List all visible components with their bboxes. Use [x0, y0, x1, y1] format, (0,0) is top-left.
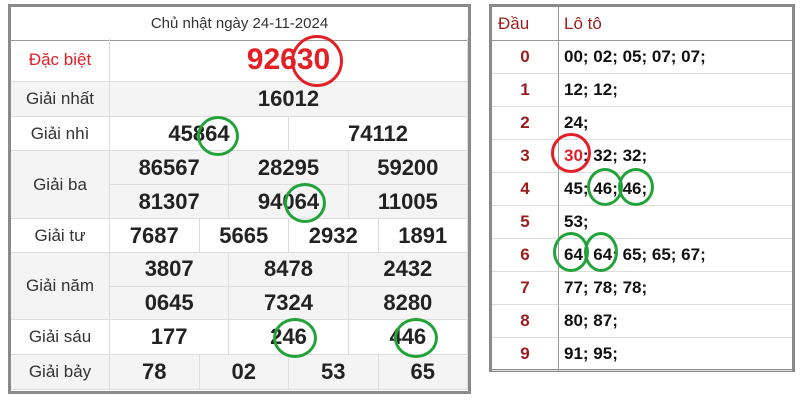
loto-cell: 30; 32; 32; — [559, 140, 792, 173]
prize-number: 2432 — [348, 253, 468, 287]
dau-cell: 8 — [492, 305, 559, 338]
highlight-circle — [394, 318, 438, 358]
prize-number: 81307 — [110, 185, 230, 219]
loto-cell: 00; 02; 05; 07; 07; — [559, 41, 792, 74]
loto-cell: 77; 78; 78; — [559, 272, 792, 305]
prize-number: 65 — [378, 355, 468, 390]
prize-number: 8280 — [348, 286, 468, 320]
dau-cell: 7 — [492, 272, 559, 305]
loto-cell: 91; 95; — [559, 338, 792, 371]
prize-number: 5665 — [199, 219, 289, 253]
dau-cell: 9 — [492, 338, 559, 371]
prize-number: 16012 — [110, 82, 468, 117]
prize-number: 177 — [110, 320, 230, 355]
prize-label: Giải tư — [11, 219, 110, 253]
loto-cell: 80; 87; — [559, 305, 792, 338]
loto-red-circle — [551, 133, 591, 173]
prize-label: Đặc biệt — [11, 38, 110, 82]
dau-cell: 4 — [492, 173, 559, 206]
dau-cell: 2 — [492, 107, 559, 140]
prize-number: 1891 — [378, 219, 468, 253]
prize-label: Giải sáu — [11, 320, 110, 355]
prize-number: 86567 — [110, 151, 230, 185]
special-tail-circle — [291, 35, 343, 87]
prize-number: 74112 — [289, 117, 468, 151]
dau-header: Đầu — [492, 7, 559, 41]
prize-label: Giải bảy — [11, 355, 110, 390]
prize-number: 92630 — [110, 38, 468, 82]
dau-cell: 0 — [492, 41, 559, 74]
prize-number: 02 — [199, 355, 289, 390]
prize-number: 28295 — [229, 151, 349, 185]
prize-number: 8478 — [229, 253, 349, 287]
prize-number: 0645 — [110, 286, 230, 320]
prize-label: Giải nhất — [11, 82, 110, 117]
loto-cell: 53; — [559, 206, 792, 239]
loto-header: Lô tô — [559, 7, 792, 41]
prize-number: 7324 — [229, 286, 349, 320]
dau-cell: 3 — [492, 140, 559, 173]
highlight-circle — [284, 183, 326, 223]
prize-label: Giải năm — [11, 253, 110, 320]
prize-number: 11005 — [348, 185, 468, 219]
highlight-circle — [197, 116, 239, 156]
loto-cell: 24; — [559, 107, 792, 140]
results-date-title: Chủ nhật ngày 24-11-2024 — [11, 7, 468, 41]
dau-cell: 6 — [492, 239, 559, 272]
prize-number: 78 — [110, 355, 200, 390]
prize-number: 3807 — [110, 253, 230, 287]
loto-green-circle — [618, 168, 654, 206]
loto-values: ; 32; 32; — [582, 146, 648, 165]
prize-label: Giải nhì — [11, 117, 110, 151]
prize-number: 53 — [289, 355, 379, 390]
prize-label: Giải ba — [11, 151, 110, 219]
loto-cell: 12; 12; — [559, 74, 792, 107]
prize-number: 7687 — [110, 219, 200, 253]
dau-cell: 1 — [492, 74, 559, 107]
dau-cell: 5 — [492, 206, 559, 239]
loto-green-circle — [584, 232, 618, 272]
prize-number: 2932 — [289, 219, 379, 253]
highlight-circle — [273, 318, 317, 358]
prize-number: 59200 — [348, 151, 468, 185]
